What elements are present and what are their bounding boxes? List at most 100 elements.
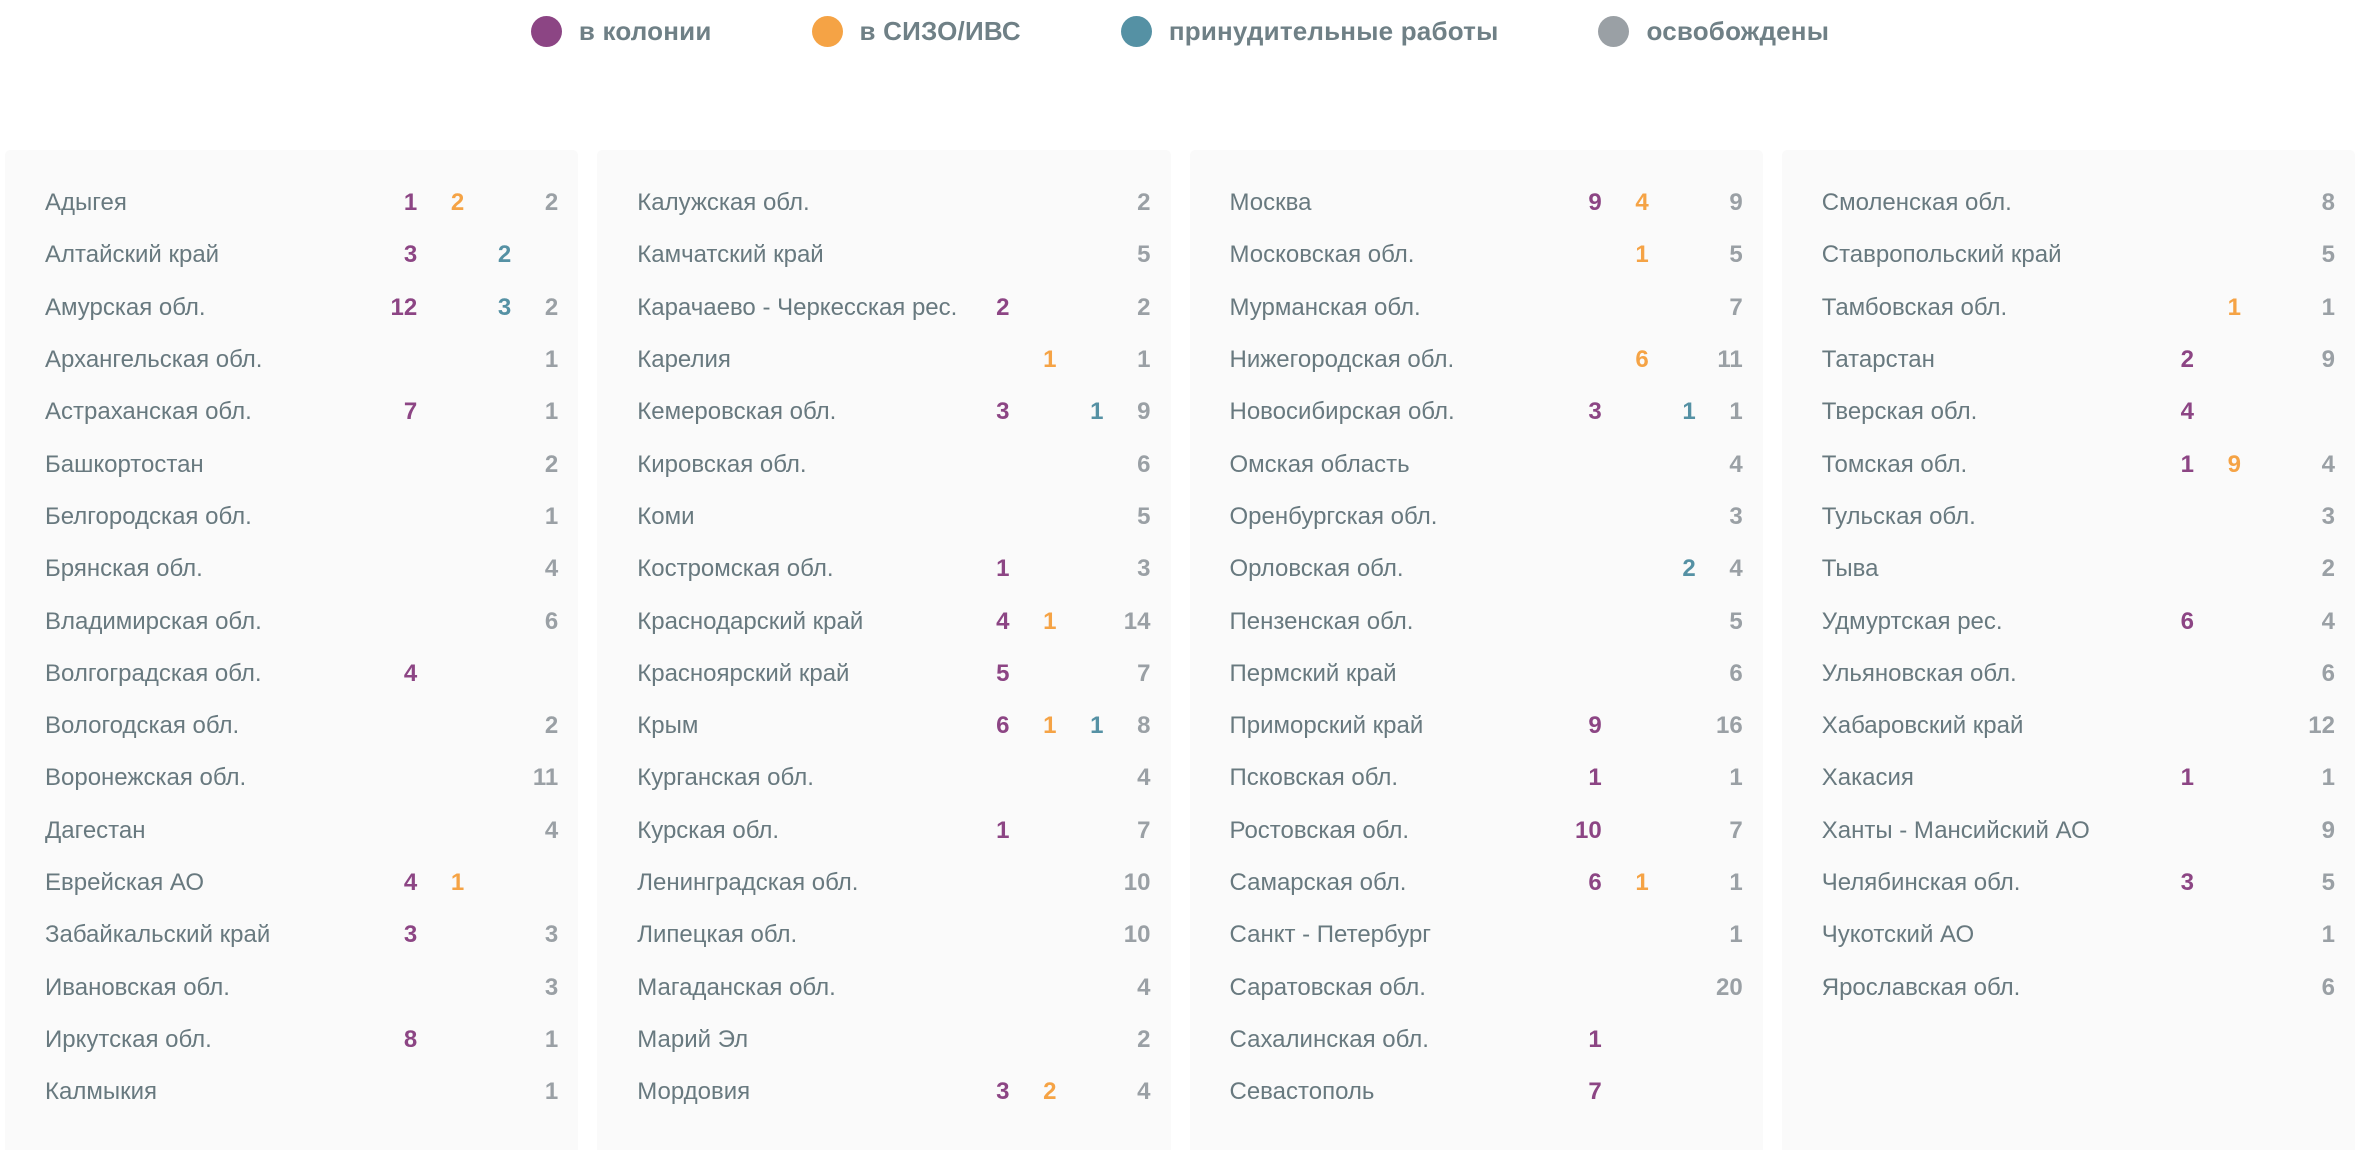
region-name: Хакасия [1821,764,1914,792]
value-released: 11 [532,764,559,792]
region-row: Самарская обл. 6 1 1 [1230,857,1743,909]
value-released: 4 [1137,1078,1151,1106]
value-sizo: 2 [1043,1078,1057,1106]
value-forced: 1 [1090,712,1104,740]
value-colony: 6 [1588,869,1602,896]
value-released: 7 [1137,659,1151,687]
value-released: 3 [544,921,559,949]
region-row: Марий Эл 2 [637,1014,1150,1066]
value-released: 2 [544,712,559,740]
region-row: Ленинградская обл. 10 [637,857,1150,909]
value-colony: 12 [390,293,418,321]
value-released: 4 [544,555,559,583]
region-name: Брянская обл. [45,555,203,583]
region-row: Тыва 2 [1822,543,2335,595]
region-row: Коми 5 [637,491,1150,543]
region-row: Красноярский край 5 7 [637,648,1150,700]
region-name: Забайкальский край [45,921,271,949]
value-sizo: 6 [1635,346,1649,374]
region-name: Мордовия [637,1078,751,1106]
region-name: Кемеровская обл. [637,398,837,426]
value-released: 5 [1137,502,1151,530]
region-row: Мурманская обл. 7 [1230,282,1743,334]
region-row: Сахалинская обл. 1 [1230,1014,1743,1066]
region-name: Смоленская обл. [1821,189,2012,217]
value-released: 9 [2321,346,2335,374]
legend-label: освобождены [1646,16,1830,46]
value-released: 1 [544,1025,559,1053]
value-released: 2 [1137,189,1151,217]
region-name: Марий Эл [637,1025,749,1053]
region-name: Магаданская обл. [637,973,836,1001]
value-colony: 2 [996,293,1010,321]
value-released: 6 [2321,973,2335,1001]
value-sizo: 1 [450,869,465,896]
region-row: Забайкальский край 3 3 [45,909,558,961]
value-released: 4 [2321,607,2335,635]
region-name: Ставропольский край [1821,241,2062,269]
region-name: Владимирская обл. [45,607,262,635]
region-name: Нижегородская обл. [1229,346,1455,374]
region-row: Ханты - Мансийский АО 9 [1822,805,2335,857]
region-row: Ивановская обл. 3 [45,961,558,1013]
region-row: Москва 9 4 9 [1230,177,1743,229]
value-colony: 3 [1588,398,1602,426]
legend: в колонии в СИЗО/ИВС принудительные работы… [0,16,2360,47]
region-name: Воронежская обл. [45,764,247,792]
region-row: Калмыкия 1 [45,1066,558,1118]
region-name: Пензенская обл. [1229,607,1414,635]
region-row: Кировская обл. 6 [637,438,1150,490]
region-row: Псковская обл. 1 1 [1230,752,1743,804]
value-sizo: 1 [1635,869,1649,896]
value-colony: 3 [403,241,418,269]
value-released: 1 [2321,921,2335,949]
value-colony: 6 [996,712,1010,740]
value-released: 4 [1137,764,1151,792]
region-row: Хабаровский край 12 [1822,700,2335,752]
legend-label: в колонии [578,16,712,46]
value-colony: 3 [996,398,1010,426]
legend-item-sizo[interactable]: в СИЗО/ИВС [811,16,1021,47]
region-row: Чукотский АО 1 [1822,909,2335,961]
value-colony: 9 [1588,189,1602,217]
region-name: Новосибирская обл. [1229,398,1455,426]
region-name: Карачаево - Черкесская рес. [637,293,958,321]
value-released: 5 [1729,607,1743,635]
value-released: 2 [1137,293,1151,321]
region-row: Ростовская обл. 10 7 [1230,805,1743,857]
region-name: Ленинградская обл. [637,869,859,896]
value-released: 4 [2321,450,2335,478]
region-row: Еврейская АО 4 1 [45,857,558,909]
region-name: Тыва [1821,555,1879,583]
legend-item-forced[interactable]: принудительные работы [1120,16,1499,47]
region-name: Пермский край [1229,659,1397,687]
region-name: Московская обл. [1229,241,1415,269]
region-row: Нижегородская обл. 6 11 [1230,334,1743,386]
legend-item-released[interactable]: освобождены [1598,16,1829,47]
value-colony: 3 [996,1078,1010,1106]
value-colony: 1 [1588,1025,1602,1053]
region-name: Иркутская обл. [45,1025,212,1053]
region-name: Приморский край [1229,712,1424,740]
value-released: 10 [1123,869,1151,896]
region-row: Курганская обл. 4 [637,752,1150,804]
value-released: 2 [1137,1025,1151,1053]
region-name: Ростовская обл. [1229,816,1410,844]
legend-item-colony[interactable]: в колонии [530,16,712,47]
value-released: 7 [1729,816,1743,844]
region-row: Брянская обл. 4 [45,543,558,595]
region-name: Тверская обл. [1821,398,1978,426]
region-name: Москва [1229,189,1312,217]
region-row: Воронежская обл. 11 [45,752,558,804]
value-colony: 8 [403,1025,418,1053]
region-row: Кемеровская обл. 3 1 9 [637,386,1150,438]
region-row: Татарстан 2 9 [1822,334,2335,386]
value-sizo: 2 [450,189,465,217]
value-forced: 1 [1682,398,1696,426]
region-card-1: Адыгея 1 2 2 Алтайский край 3 2 Амурская обл. 12… [5,150,579,1150]
region-name: Санкт - Петербург [1229,921,1432,949]
region-name: Дагестан [45,816,146,844]
region-name: Коми [637,502,695,530]
value-released: 1 [2321,764,2335,792]
region-name: Калмыкия [45,1078,157,1106]
